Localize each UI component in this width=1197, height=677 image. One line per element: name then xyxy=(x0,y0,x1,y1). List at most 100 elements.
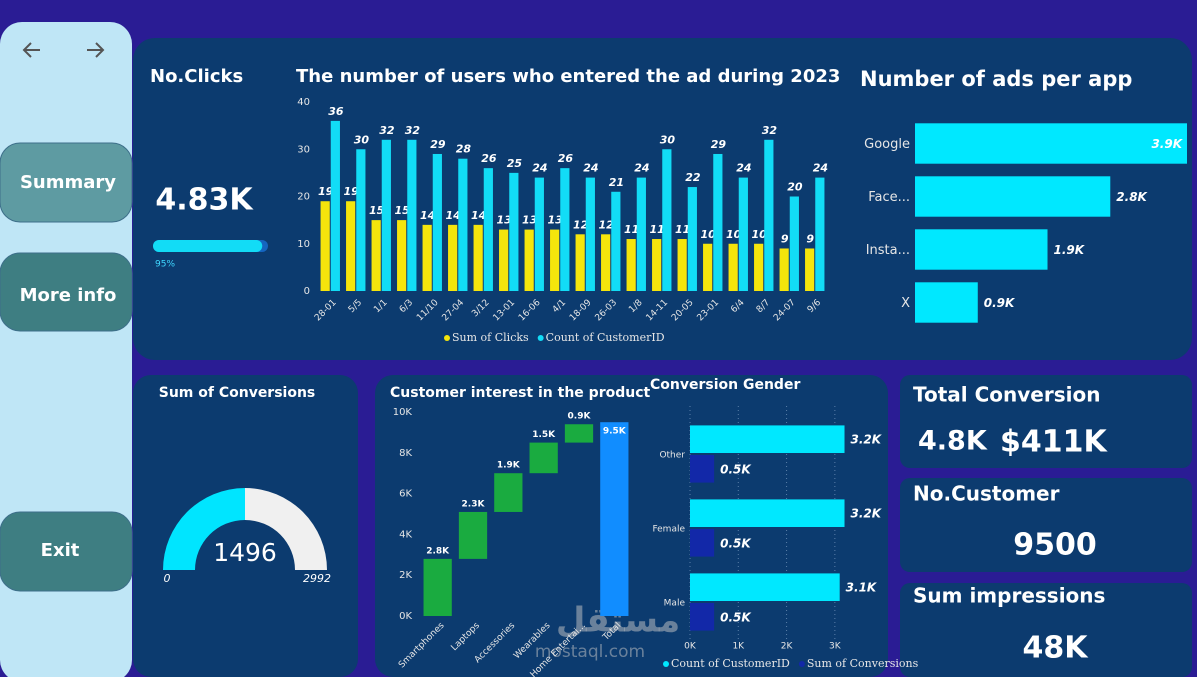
bar xyxy=(754,243,764,291)
x-tick-label: 1K xyxy=(732,642,745,652)
card-value: $411K xyxy=(1000,425,1108,460)
progress-fill xyxy=(153,240,263,252)
bar xyxy=(690,425,845,453)
panel xyxy=(133,375,358,677)
bar xyxy=(550,229,560,291)
card xyxy=(900,375,1192,468)
bar xyxy=(601,234,611,291)
y-tick-label: Google xyxy=(864,137,910,152)
value-label: 0.9K xyxy=(984,296,1016,310)
x-tick-label: 2K xyxy=(781,642,794,652)
bar xyxy=(509,172,519,291)
bar xyxy=(346,201,356,291)
bar xyxy=(473,224,483,291)
nav-label[interactable]: Exit xyxy=(41,540,80,561)
bar xyxy=(915,282,978,323)
bar xyxy=(690,573,840,601)
bar xyxy=(805,248,815,291)
bar xyxy=(677,239,687,291)
y-tick-label: X xyxy=(901,296,910,311)
card-value: 9500 xyxy=(1013,528,1097,563)
bar xyxy=(600,422,629,616)
value-label: 15 xyxy=(369,204,385,217)
card-title: Total Conversion xyxy=(913,383,1100,407)
value-label: 11 xyxy=(624,223,639,236)
bar xyxy=(330,120,340,292)
legend-label: Sum of Conversions xyxy=(807,657,919,670)
chart-title: Number of ads per app xyxy=(860,67,1132,91)
value-label: 22 xyxy=(685,171,701,184)
nav-label[interactable]: Summary xyxy=(20,172,116,193)
value-label: 13 xyxy=(522,214,538,227)
value-label: 20 xyxy=(787,181,803,194)
y-tick-label: 40 xyxy=(297,97,310,108)
bar xyxy=(815,177,825,291)
value-label: 13 xyxy=(547,214,563,227)
chart-title: The number of users who entered the ad d… xyxy=(296,66,840,87)
value-label: 9 xyxy=(781,232,789,245)
bar xyxy=(494,473,523,512)
bar xyxy=(690,603,715,631)
bar xyxy=(371,220,381,291)
nav-button[interactable] xyxy=(0,252,133,332)
y-tick-label: 6K xyxy=(399,489,412,500)
value-label: 24 xyxy=(583,162,598,175)
bar xyxy=(652,239,662,291)
nav-label[interactable]: More info xyxy=(20,285,117,306)
bar xyxy=(703,243,713,291)
nav-button[interactable] xyxy=(0,142,133,223)
value-label: 0.5K xyxy=(720,462,752,476)
nav-button[interactable] xyxy=(0,511,133,592)
value-label: 26 xyxy=(558,152,574,165)
value-label: 13 xyxy=(496,214,512,227)
value-label: 32 xyxy=(405,124,421,137)
bar xyxy=(575,234,585,291)
bar xyxy=(407,139,417,291)
value-label: 14 xyxy=(471,209,486,222)
value-label: 2.8K xyxy=(426,546,450,556)
legend-label: Count of CustomerID xyxy=(546,331,665,344)
bar xyxy=(320,201,330,291)
value-label: 19 xyxy=(318,185,334,198)
card xyxy=(900,583,1192,677)
y-tick-label: 0K xyxy=(399,611,412,622)
card-title: No.Clicks xyxy=(150,66,243,87)
value-label: 21 xyxy=(609,176,624,189)
value-label: 25 xyxy=(507,157,523,170)
bar xyxy=(738,177,748,291)
value-label: 11 xyxy=(649,223,664,236)
bar xyxy=(662,149,672,291)
bar xyxy=(915,176,1111,217)
value-label: 30 xyxy=(660,133,676,146)
value-label: 9 xyxy=(806,232,814,245)
bar xyxy=(524,229,534,291)
bar xyxy=(422,224,432,291)
value-label: 3.1K xyxy=(846,581,878,595)
watermark: mostaql.com xyxy=(535,642,645,662)
card-title: Sum impressions xyxy=(913,584,1105,608)
value-label: 30 xyxy=(354,133,370,146)
value-label: 1.9K xyxy=(1054,243,1086,257)
card-value: 4.83K xyxy=(155,183,254,218)
gauge-value: 1496 xyxy=(213,538,277,567)
value-label: 14 xyxy=(445,209,460,222)
value-label: 3.9K xyxy=(1151,137,1183,151)
gauge-min: 0 xyxy=(164,572,171,585)
value-label: 2.8K xyxy=(1116,190,1148,204)
bar xyxy=(397,220,407,291)
bar xyxy=(458,511,488,559)
y-tick-label: Other xyxy=(659,451,685,461)
bar xyxy=(458,158,468,291)
back-arrow[interactable] xyxy=(22,42,40,58)
bar xyxy=(779,248,789,291)
forward-arrow[interactable] xyxy=(87,42,105,58)
bar xyxy=(483,168,493,291)
x-tick-label: 3K xyxy=(829,642,842,652)
value-label: 24 xyxy=(634,162,649,175)
x-tick-label: 0K xyxy=(684,642,697,652)
legend-label: Count of CustomerID xyxy=(671,657,790,670)
y-tick-label: 10 xyxy=(297,239,310,250)
legend-label: Sum of Clicks xyxy=(452,331,529,344)
bar xyxy=(915,229,1048,270)
